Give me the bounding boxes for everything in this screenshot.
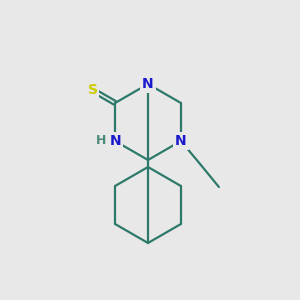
Text: N: N [175,134,187,148]
Text: N: N [109,134,121,148]
Text: N: N [142,77,154,91]
Text: S: S [88,83,98,97]
Text: H: H [96,134,106,148]
